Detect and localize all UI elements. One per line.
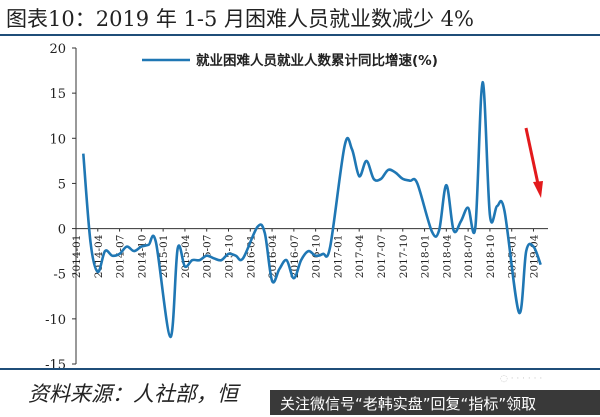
x-tick-label: 2014-07	[115, 235, 127, 279]
x-tick-label: 2018-04	[441, 234, 453, 278]
chart-plot-area	[82, 80, 542, 339]
x-tick-label: 2017-10	[398, 235, 410, 279]
x-tick-label: 2017-04	[354, 234, 366, 278]
annotation-arrow	[524, 127, 543, 198]
x-tick-label: 2018-10	[485, 235, 497, 279]
legend-label: 就业困难人员就业人数累计同比增速(%)	[196, 52, 438, 69]
y-tick-label: 5	[58, 177, 66, 192]
y-tick-label: 0	[58, 223, 66, 238]
figure-title: 图表10：2019 年 1-5 月困难人员就业数减少 4%	[6, 7, 474, 31]
x-tick-label: 2014-01	[71, 235, 83, 279]
x-tick-label: 2014-10	[136, 235, 148, 279]
chart-legend: 就业困难人员就业人数累计同比增速(%)	[142, 52, 438, 69]
series-line	[82, 80, 542, 339]
x-tick-label: 2018-07	[463, 235, 475, 279]
x-tick-label: 2015-01	[158, 235, 170, 279]
wechat-banner-text: 关注微信号“老韩实盘”回复“指标”领取	[280, 395, 537, 413]
x-tick-label: 2015-04	[180, 234, 192, 278]
arrow-head	[533, 181, 543, 198]
y-tick-label: 15	[49, 87, 66, 102]
x-tick-label: 2018-01	[420, 235, 432, 279]
y-tick-label: -5	[53, 268, 66, 283]
wechat-banner: 关注微信号“老韩实盘”回复“指标”领取	[270, 390, 600, 415]
y-tick-label: -15	[45, 358, 66, 368]
watermark: ◌ · · · · · ·	[500, 374, 543, 384]
y-tick-label: 20	[49, 42, 66, 57]
y-tick-label: 10	[49, 132, 66, 147]
x-tick-label: 2017-07	[376, 235, 388, 279]
arrow-shaft	[524, 127, 540, 185]
x-tick-label: 2015-10	[223, 235, 235, 279]
source-note: 资料来源：人社部，恒	[28, 382, 238, 406]
y-tick-label: -10	[45, 313, 66, 328]
x-tick-label: 2017-01	[332, 235, 344, 279]
figure-title-bar: 图表10：2019 年 1-5 月困难人员就业数减少 4%	[0, 0, 600, 36]
